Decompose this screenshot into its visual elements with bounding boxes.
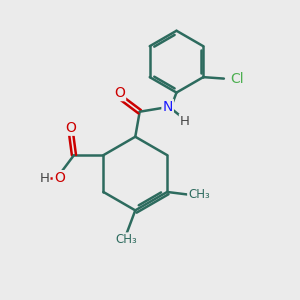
Text: O: O bbox=[66, 121, 76, 135]
Text: Cl: Cl bbox=[230, 72, 244, 86]
Text: CH₃: CH₃ bbox=[115, 233, 137, 246]
Text: CH₃: CH₃ bbox=[188, 188, 210, 201]
Text: O: O bbox=[54, 171, 65, 185]
Text: N: N bbox=[163, 100, 173, 114]
Text: H: H bbox=[180, 115, 190, 128]
Text: H: H bbox=[40, 172, 50, 184]
Text: O: O bbox=[114, 86, 125, 100]
